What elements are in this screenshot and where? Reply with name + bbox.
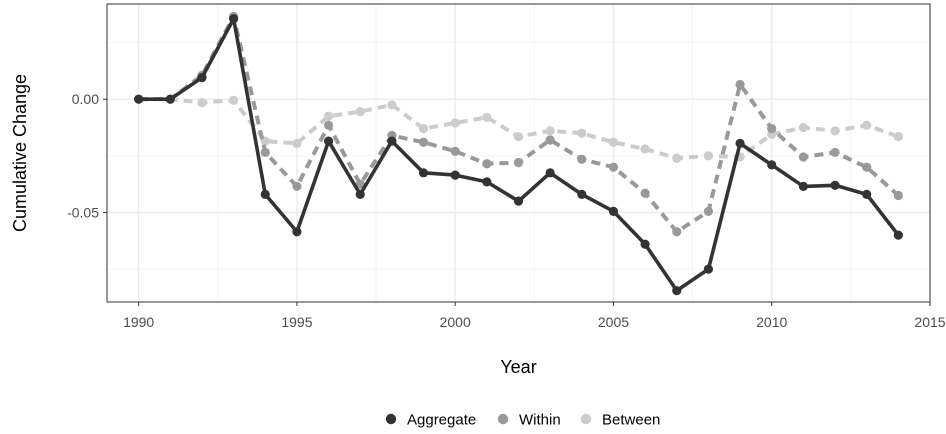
data-point-between [323, 111, 334, 121]
legend-item-aggregate: Aggregate [385, 412, 476, 429]
data-point-within [798, 152, 808, 162]
data-point-aggregate [608, 206, 619, 216]
data-point-aggregate [735, 138, 745, 148]
legend-label-between: Between [602, 412, 660, 429]
data-point-between [830, 126, 840, 136]
data-point-within [450, 146, 460, 156]
data-point-within [703, 206, 714, 216]
data-point-aggregate [672, 286, 682, 296]
data-point-aggregate [387, 136, 397, 146]
data-point-aggregate [862, 189, 872, 199]
data-point-between [387, 100, 397, 110]
data-point-within [545, 135, 555, 145]
data-point-aggregate [482, 177, 492, 187]
legend-key-aggregate [385, 413, 397, 425]
data-point-between [450, 118, 460, 128]
data-point-within [767, 124, 777, 134]
y-tick-label: 0.00 [72, 91, 99, 107]
data-point-within [640, 188, 650, 198]
data-point-between [608, 137, 619, 147]
data-point-within [355, 179, 365, 189]
y-tick-label: -0.05 [67, 204, 99, 220]
data-point-between [197, 97, 207, 108]
data-point-aggregate [134, 94, 144, 104]
data-point-between [640, 144, 650, 154]
data-point-aggregate [830, 180, 840, 190]
data-point-aggregate [545, 168, 555, 178]
data-point-between [513, 131, 524, 142]
data-point-between [292, 138, 302, 148]
data-point-between [703, 151, 714, 161]
x-tick-label: 2000 [440, 314, 471, 330]
data-point-aggregate [165, 94, 175, 104]
data-point-aggregate [577, 189, 587, 199]
legend-label-aggregate: Aggregate [407, 412, 476, 429]
data-point-aggregate [292, 227, 302, 237]
data-point-between [418, 124, 429, 134]
x-tick-label: 2015 [914, 314, 945, 330]
data-point-between [229, 95, 239, 105]
axes: 1990 1995 2000 2005 2010 2015 0.00 -0.05 [67, 91, 946, 330]
legend-key-within [497, 413, 509, 425]
legend: Aggregate Within Between [385, 412, 660, 429]
data-point-within [418, 137, 429, 147]
data-point-aggregate [260, 189, 270, 199]
data-point-between [798, 122, 808, 133]
data-point-within [323, 120, 334, 130]
legend-label-within: Within [519, 412, 561, 429]
data-point-within [862, 162, 872, 172]
data-point-between [893, 131, 903, 142]
data-point-within [292, 181, 302, 192]
legend-item-between: Between [580, 412, 660, 429]
x-tick-label: 1990 [123, 314, 154, 330]
data-point-within [260, 147, 270, 158]
data-point-within [893, 190, 903, 201]
data-point-between [577, 128, 587, 138]
data-point-within [577, 154, 587, 164]
data-point-within [735, 79, 745, 90]
data-point-between [862, 120, 872, 130]
plot-panel-border [106, 3, 931, 303]
data-point-aggregate [450, 170, 460, 180]
grid [107, 4, 931, 302]
data-point-aggregate [197, 73, 207, 83]
y-axis-title: Cumulative Change [10, 74, 30, 232]
series-lines [134, 11, 903, 296]
data-point-aggregate [640, 239, 650, 249]
data-point-between [545, 126, 555, 136]
data-point-between [482, 112, 492, 122]
data-point-between [355, 107, 365, 117]
data-point-within [482, 159, 492, 169]
x-tick-label: 2010 [756, 314, 787, 330]
series-aggregate [134, 14, 903, 296]
data-point-aggregate [513, 196, 524, 206]
data-point-aggregate [767, 160, 777, 170]
data-point-aggregate [323, 136, 334, 146]
data-point-aggregate [893, 230, 903, 240]
data-point-within [608, 162, 619, 172]
data-point-aggregate [355, 189, 365, 199]
data-point-within [513, 158, 524, 168]
data-point-between [672, 153, 682, 163]
legend-key-between [580, 413, 592, 425]
x-tick-label: 2005 [598, 314, 629, 330]
data-point-within [672, 227, 682, 237]
data-point-aggregate [798, 181, 808, 192]
data-point-aggregate [229, 14, 239, 24]
x-axis-title: Year [500, 357, 536, 377]
data-point-aggregate [418, 168, 429, 178]
plot-background [107, 4, 930, 302]
data-point-aggregate [703, 264, 714, 274]
data-point-within [830, 147, 840, 158]
legend-item-within: Within [497, 412, 561, 429]
x-tick-label: 1995 [281, 314, 312, 330]
